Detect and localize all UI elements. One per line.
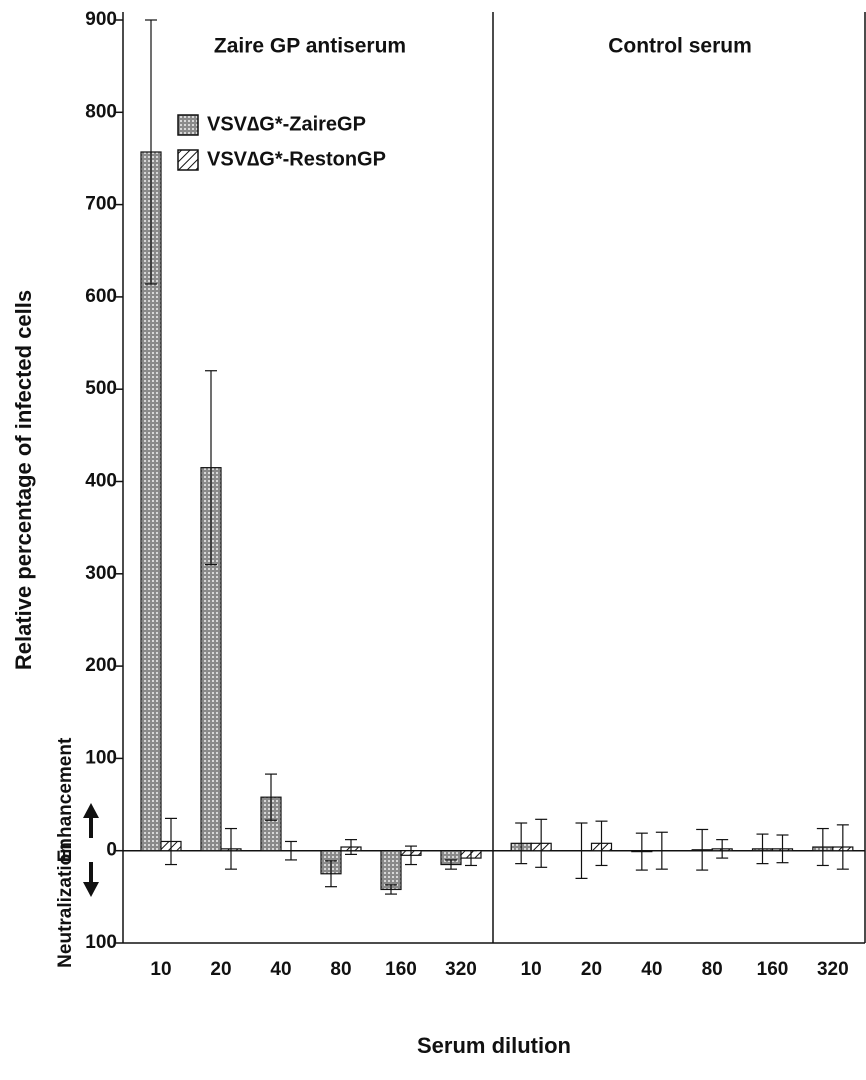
legend-label: VSV∆G*-ZaireGP xyxy=(207,113,366,135)
x-tick-label: 320 xyxy=(817,959,849,980)
y-tick-label: 100 xyxy=(85,932,117,953)
x-tick-label: 320 xyxy=(445,959,477,980)
x-tick-label: 20 xyxy=(210,959,231,980)
y-tick-label: 600 xyxy=(85,286,117,307)
annotation: Neutralization xyxy=(55,842,76,968)
y-tick-label: 200 xyxy=(85,655,117,676)
legend-label: VSV∆G*-RestonGP xyxy=(207,148,386,170)
legend-swatch xyxy=(177,114,199,136)
panel-title: Zaire GP antiserum xyxy=(214,35,406,58)
y-tick-label: 100 xyxy=(85,747,117,768)
y-axis-label: Relative percentage of infected cells xyxy=(11,290,36,670)
y-tick-label: 900 xyxy=(85,9,117,30)
panel-title: Control serum xyxy=(608,35,752,58)
annotation: Enhancement xyxy=(55,737,76,862)
y-tick-label: 300 xyxy=(85,563,117,584)
x-tick-label: 160 xyxy=(385,959,417,980)
y-tick-label: 400 xyxy=(85,471,117,492)
legend-swatch xyxy=(177,149,199,171)
x-tick-label: 80 xyxy=(330,959,351,980)
y-tick-label: 500 xyxy=(85,378,117,399)
x-tick-label: 20 xyxy=(581,959,602,980)
x-tick-label: 40 xyxy=(270,959,291,980)
y-tick-label: 700 xyxy=(85,194,117,215)
x-axis-label: Serum dilution xyxy=(417,1033,571,1058)
x-tick-label: 80 xyxy=(702,959,723,980)
bar xyxy=(380,850,402,891)
x-tick-label: 40 xyxy=(641,959,662,980)
arrows xyxy=(83,803,99,897)
x-tick-label: 10 xyxy=(150,959,171,980)
y-tick-label: 0 xyxy=(106,840,117,861)
x-tick-label: 160 xyxy=(757,959,789,980)
x-tick-label: 10 xyxy=(521,959,542,980)
y-tick-label: 800 xyxy=(85,101,117,122)
